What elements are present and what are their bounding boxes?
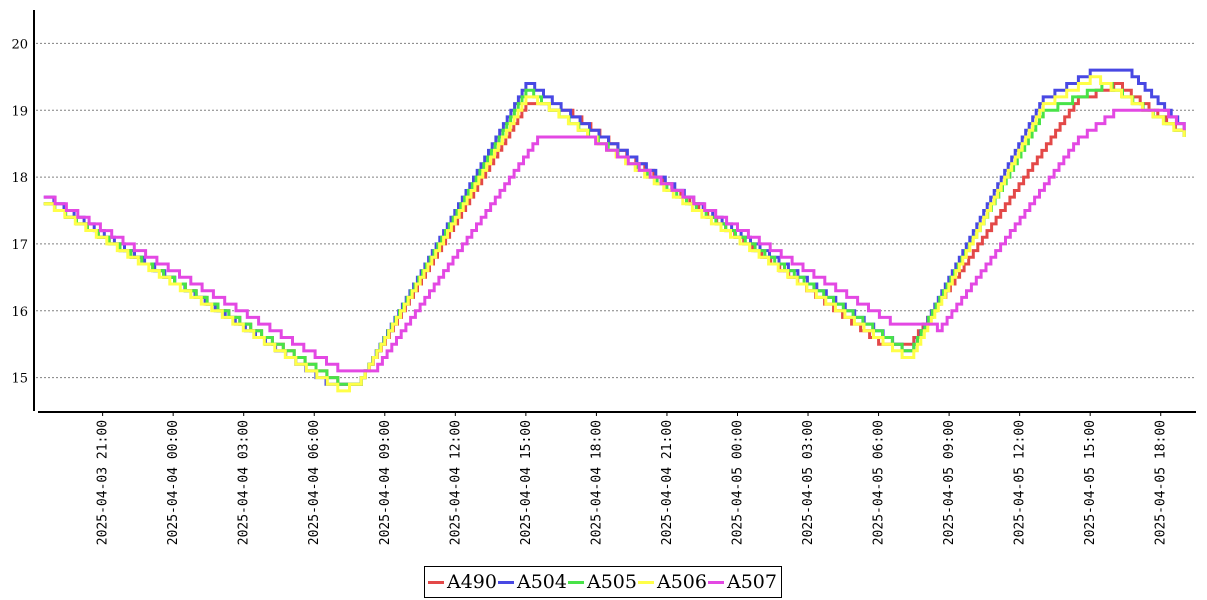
y-tick-label: 17 xyxy=(11,238,28,253)
series-line-a507 xyxy=(43,108,1186,373)
x-tick-label: 2025-04-04 00:00 xyxy=(166,420,181,545)
legend-item-a490: A490 xyxy=(428,571,497,593)
y-tick-label: 19 xyxy=(11,104,28,119)
x-tick-label: 2025-04-04 18:00 xyxy=(589,420,604,545)
x-tick-label: 2025-04-05 06:00 xyxy=(872,420,887,545)
legend-swatch xyxy=(498,580,514,584)
x-axis-ticks: 2025-04-03 21:00 2025-04-04 00:00 2025-04-… xyxy=(96,412,1169,545)
x-tick-label: 2025-04-05 03:00 xyxy=(801,420,816,545)
x-tick-label: 2025-04-05 09:00 xyxy=(942,420,957,545)
x-tick-label: 2025-04-05 15:00 xyxy=(1083,420,1098,545)
x-tick-label: 2025-04-04 12:00 xyxy=(448,420,463,545)
grid-lines xyxy=(36,42,1196,379)
series-line-a505 xyxy=(43,82,1186,386)
y-tick-label: 15 xyxy=(11,372,28,387)
x-tick-label: 2025-04-04 21:00 xyxy=(660,420,675,545)
series-line-a490 xyxy=(43,82,1186,386)
x-tick-label: 2025-04-04 06:00 xyxy=(307,420,322,545)
legend-item-a506: A506 xyxy=(638,571,707,593)
x-tick-label: 2025-04-04 15:00 xyxy=(519,420,534,545)
legend-label: A490 xyxy=(447,571,497,593)
series-line-a504 xyxy=(43,68,1186,386)
y-axis-ticks: 15 16 17 18 19 20 xyxy=(11,37,28,386)
legend-item-a505: A505 xyxy=(568,571,637,593)
legend-label: A504 xyxy=(517,571,567,593)
legend-label: A505 xyxy=(587,571,637,593)
x-tick-label: 2025-04-05 18:00 xyxy=(1154,420,1169,545)
legend-label: A506 xyxy=(657,571,707,593)
chart-legend: A490 A504 A505 A506 A507 xyxy=(424,566,782,598)
legend-swatch xyxy=(428,580,444,584)
x-tick-label: 2025-04-05 12:00 xyxy=(1013,420,1028,545)
legend-label: A507 xyxy=(727,571,777,593)
x-tick-label: 2025-04-03 21:00 xyxy=(96,420,111,545)
y-tick-label: 20 xyxy=(11,37,28,52)
legend-item-a507: A507 xyxy=(708,571,777,593)
legend-swatch xyxy=(568,580,584,584)
y-tick-label: 18 xyxy=(11,171,28,186)
x-tick-label: 2025-04-04 03:00 xyxy=(237,420,252,545)
legend-swatch xyxy=(708,580,724,584)
series-line-a506 xyxy=(43,75,1186,393)
legend-swatch xyxy=(638,580,654,584)
series-lines xyxy=(43,68,1186,393)
legend-item-a504: A504 xyxy=(498,571,567,593)
axes xyxy=(33,10,1196,413)
x-tick-label: 2025-04-05 00:00 xyxy=(731,420,746,545)
y-tick-label: 16 xyxy=(11,305,28,320)
x-tick-label: 2025-04-04 09:00 xyxy=(378,420,393,545)
